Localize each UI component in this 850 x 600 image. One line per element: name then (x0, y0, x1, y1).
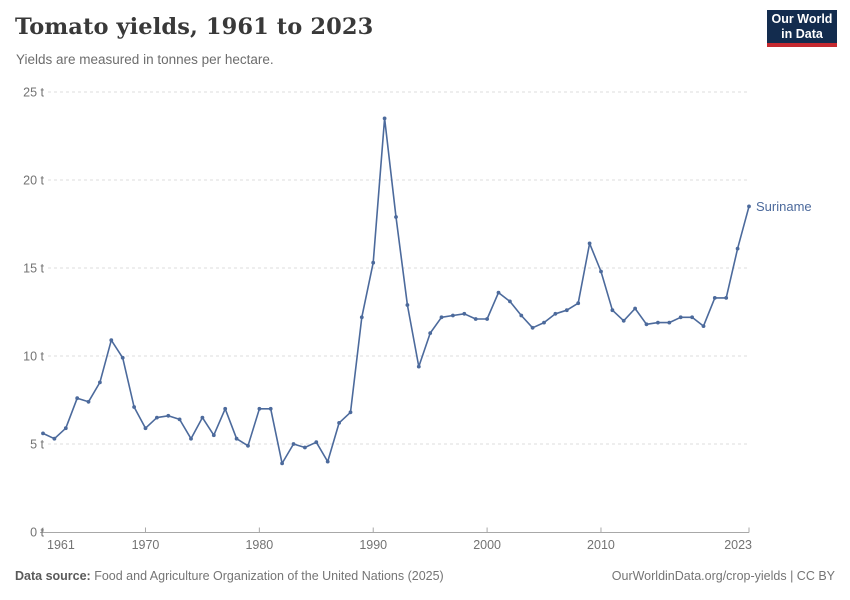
gridlines (48, 91, 749, 445)
data-point-1996[interactable] (439, 315, 444, 320)
chart-subtitle: Yields are measured in tonnes per hectar… (16, 52, 274, 67)
data-point-1992[interactable] (394, 215, 398, 219)
axes (40, 527, 750, 533)
y-tick-label-5: 5 t (30, 438, 44, 452)
data-point-2021[interactable] (724, 296, 729, 300)
data-point-1999[interactable] (473, 317, 478, 321)
data-point-2010[interactable] (599, 269, 603, 274)
x-tick-label-1990: 1990 (359, 538, 387, 552)
data-point-1962[interactable] (52, 436, 57, 441)
data-point-1979[interactable] (246, 443, 250, 448)
data-point-1963[interactable] (63, 426, 68, 431)
data-point-2004[interactable] (530, 325, 535, 330)
data-point-1982[interactable] (280, 461, 284, 466)
data-point-1988[interactable] (348, 410, 353, 415)
data-point-1961[interactable] (41, 431, 45, 436)
data-point-1987[interactable] (337, 421, 341, 425)
data-point-1991[interactable] (382, 116, 387, 121)
data-point-1973[interactable] (177, 417, 182, 422)
data-point-1976[interactable] (211, 433, 216, 438)
data-point-1972[interactable] (166, 413, 171, 418)
x-tick-label-1970: 1970 (132, 538, 160, 552)
data-point-2023[interactable] (747, 204, 751, 209)
data-point-2017[interactable] (678, 315, 683, 320)
owid-logo-line1: Our World (771, 11, 833, 26)
data-point-1993[interactable] (405, 303, 410, 307)
data-point-1967[interactable] (109, 338, 114, 343)
data-point-1997[interactable] (451, 313, 455, 318)
data-point-1984[interactable] (303, 445, 307, 450)
data-point-2019[interactable] (701, 324, 706, 328)
x-tick-label-2000: 2000 (473, 538, 501, 552)
data-point-1980[interactable] (257, 406, 262, 411)
axis-labels: 0 t 5 t 10 t 15 t 20 t 25 t 1961 1970 1980 1990 20… (23, 86, 752, 553)
y-tick-label-15: 15 t (23, 262, 44, 276)
data-point-1986[interactable] (325, 459, 330, 464)
data-point-2016[interactable] (667, 320, 672, 325)
data-point-2014[interactable] (644, 322, 649, 327)
data-point-1981[interactable] (268, 406, 273, 411)
x-tick-label-1961: 1961 (47, 538, 75, 552)
data-point-2002[interactable] (508, 299, 512, 304)
data-point-2022[interactable] (735, 246, 740, 251)
data-point-1970[interactable] (143, 426, 148, 431)
data-point-2012[interactable] (621, 318, 626, 323)
data-point-2011[interactable] (610, 308, 615, 313)
data-point-2015[interactable] (656, 320, 660, 325)
x-tick-label-2023: 2023 (724, 538, 752, 552)
data-point-1974[interactable] (189, 436, 193, 441)
data-point-1965[interactable] (86, 399, 91, 404)
data-point-1968[interactable] (120, 355, 125, 360)
data-point-1990[interactable] (371, 260, 376, 265)
data-source-text: Data source: Food and Agriculture Organi… (15, 569, 444, 583)
chart-footer: Data source: Food and Agriculture Organi… (15, 569, 835, 583)
data-point-1975[interactable] (200, 415, 205, 420)
suriname-line[interactable] (42, 117, 750, 465)
x-tick-label-1980: 1980 (245, 538, 273, 552)
x-tick-label-2010: 2010 (587, 538, 615, 552)
data-point-1989[interactable] (359, 315, 364, 320)
data-point-1978[interactable] (234, 436, 239, 441)
series-label-suriname[interactable]: Suriname (756, 199, 812, 214)
data-point-1994[interactable] (416, 364, 421, 369)
data-point-1995[interactable] (428, 331, 433, 335)
data-point-1977[interactable] (223, 406, 228, 411)
footer-link[interactable]: OurWorldinData.org/crop-yields | CC BY (611, 569, 835, 583)
data-point-2020[interactable] (712, 296, 717, 300)
y-tick-label-20: 20 t (23, 174, 44, 188)
data-point-1971[interactable] (155, 415, 159, 420)
page-title: Tomato yields, 1961 to 2023 (15, 14, 374, 40)
data-point-2003[interactable] (519, 313, 524, 318)
data-point-1998[interactable] (462, 311, 467, 316)
data-point-2008[interactable] (576, 301, 581, 306)
data-point-2005[interactable] (542, 320, 546, 325)
y-tick-label-25: 25 t (23, 86, 44, 100)
data-source-value: Food and Agriculture Organization of the… (90, 569, 444, 583)
data-point-2001[interactable] (496, 290, 501, 295)
data-point-1969[interactable] (132, 405, 137, 409)
y-tick-label-0: 0 t (30, 526, 44, 540)
data-point-2007[interactable] (564, 308, 569, 313)
data-point-1985[interactable] (314, 440, 319, 445)
y-tick-label-10: 10 t (23, 350, 44, 364)
line-series-suriname[interactable]: Suriname (41, 116, 812, 466)
data-point-2006[interactable] (553, 311, 558, 316)
data-point-2000[interactable] (485, 317, 489, 321)
data-point-1964[interactable] (75, 396, 80, 401)
owid-logo-line2: in Data (781, 26, 823, 41)
owid-logo[interactable]: Our World in Data (767, 10, 837, 47)
data-point-2009[interactable] (587, 241, 592, 246)
data-point-2013[interactable] (633, 306, 637, 311)
data-point-1983[interactable] (291, 442, 296, 446)
data-source-label: Data source: (15, 569, 91, 583)
data-point-1966[interactable] (98, 380, 102, 385)
data-point-2018[interactable] (690, 315, 694, 320)
